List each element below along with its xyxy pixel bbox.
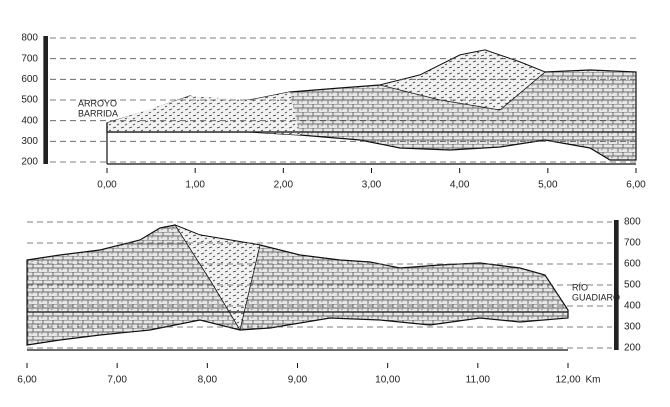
y-tick-label: 200 (624, 343, 641, 354)
top-panel (43, 36, 637, 165)
y-tick-label: 600 (21, 74, 38, 85)
y-axis-bar (44, 36, 48, 164)
x-tick-label: 12,00 (555, 375, 580, 386)
x-tick-label: 0,00 (97, 180, 117, 191)
x-tick-label: 6,00 (626, 180, 646, 191)
y-tick-label: 600 (624, 259, 641, 270)
annotation: RÍO (572, 282, 588, 292)
y-tick-label: 800 (21, 33, 38, 44)
x-tick-label: 2,00 (274, 180, 294, 191)
y-tick-label: 700 (624, 238, 641, 249)
y-tick-label: 500 (624, 280, 641, 291)
y-tick-label: 200 (21, 157, 38, 168)
y-tick-label: 800 (624, 217, 641, 228)
x-tick-label: 5,00 (538, 180, 558, 191)
annotation: BARRIDA (78, 108, 118, 118)
x-tick-label: 4,00 (450, 180, 470, 191)
dashed-unit (173, 224, 261, 332)
x-tick-label: 11,00 (466, 375, 491, 386)
dashed-unit (107, 92, 300, 135)
x-unit: Km (586, 375, 601, 386)
x-tick-label: 8,00 (198, 375, 218, 386)
x-tick-label: 1,00 (185, 180, 205, 191)
annotation: GUADIARO (572, 292, 620, 302)
dashed-unit (379, 49, 546, 111)
y-tick-label: 500 (21, 95, 38, 106)
y-tick-label: 300 (21, 136, 38, 147)
y-tick-label: 700 (21, 53, 38, 64)
y-tick-label: 400 (624, 301, 641, 312)
x-tick-label: 3,00 (362, 180, 382, 191)
x-tick-label: 10,00 (375, 375, 400, 386)
y-axis-bar (614, 220, 618, 350)
y-tick-label: 400 (21, 115, 38, 126)
x-tick-label: 7,00 (107, 375, 127, 386)
annotation: ARROYO (78, 98, 117, 108)
x-tick-label: 6,00 (17, 375, 37, 386)
x-tick-label: 9,00 (288, 375, 308, 386)
y-tick-label: 300 (624, 322, 641, 333)
